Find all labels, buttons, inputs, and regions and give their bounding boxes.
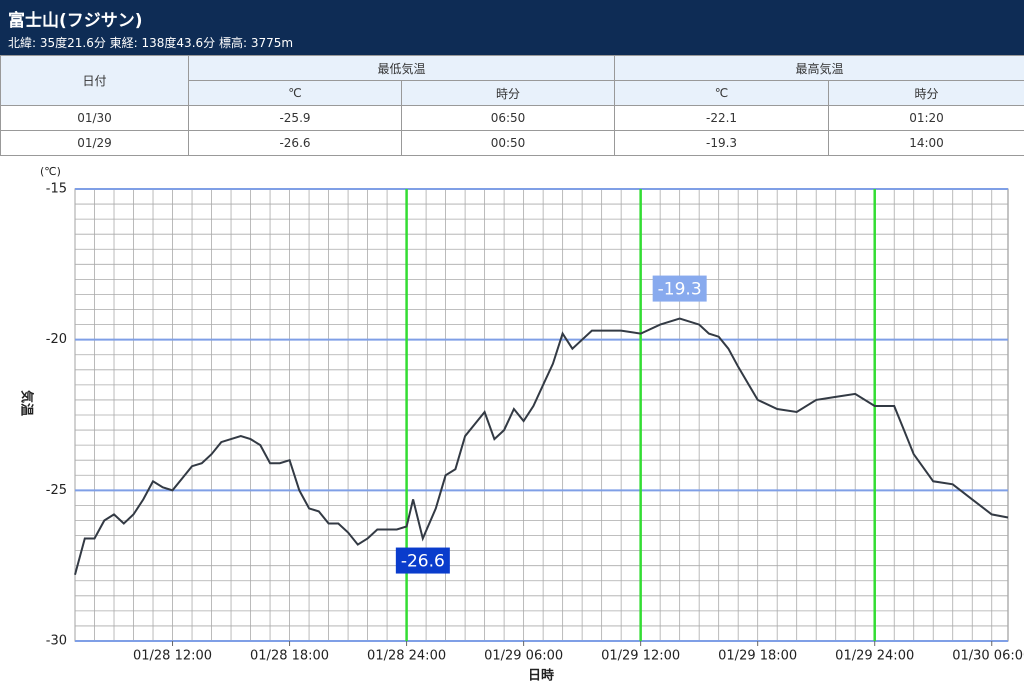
x-tick-label: 01/28 12:00 xyxy=(133,649,212,664)
x-tick-label: 01/29 18:00 xyxy=(718,649,797,664)
cell: 01:20 xyxy=(828,105,1024,131)
header-cell: 時分 xyxy=(828,80,1024,106)
cell: 06:50 xyxy=(400,105,616,131)
y-unit: (℃) xyxy=(40,165,61,178)
header-cell: 最低気温 xyxy=(187,55,616,81)
annotation-label: -19.3 xyxy=(658,280,702,300)
cell: -19.3 xyxy=(614,130,830,156)
x-tick-label: 01/28 18:00 xyxy=(250,649,329,664)
header-cell: 時分 xyxy=(400,80,616,106)
cell: 01/29 xyxy=(0,130,189,156)
station-info: 北緯: 35度21.6分 東経: 138度43.6分 標高: 3775m xyxy=(8,36,294,50)
header-cell: ℃ xyxy=(188,80,402,106)
x-tick-label: 01/29 24:00 xyxy=(835,649,914,664)
x-tick-label: 01/28 24:00 xyxy=(367,649,446,664)
temperature-line xyxy=(74,317,1009,575)
header-cell: 最高気温 xyxy=(614,55,1024,81)
chart: (℃) 気温 日時 -30 -25 -20 -15 01/28 12:00 01/28 1… xyxy=(19,165,1024,684)
cell: -25.9 xyxy=(188,105,402,131)
x-tick-label: 01/29 12:00 xyxy=(601,649,680,664)
header: 富士山(フジサン) 北緯: 35度21.6分 東経: 138度43.6分 標高:… xyxy=(0,0,1024,55)
cell: 14:00 xyxy=(828,130,1024,156)
header-cell: ℃ xyxy=(614,80,830,106)
y-tick-label: -15 xyxy=(46,182,67,197)
header-cell: 日付 xyxy=(0,55,189,106)
x-axis-label: 日時 xyxy=(528,668,554,684)
y-tick-label: -25 xyxy=(46,483,67,498)
y-tick-label: -30 xyxy=(46,634,67,649)
x-tick-label: 01/29 06:00 xyxy=(484,649,563,664)
y-axis-label: 気温 xyxy=(19,390,35,416)
cell: 01/30 xyxy=(0,105,189,131)
annotation-label: -26.6 xyxy=(401,552,445,572)
station-title: 富士山(フジサン) xyxy=(8,11,143,31)
y-tick-label: -20 xyxy=(46,332,67,347)
annotation-box xyxy=(652,275,707,302)
annotation-box xyxy=(395,547,450,574)
summary-table: 日付 最低気温 最高気温 ℃ 時分 ℃ 時分 01/30 -25.9 06:50 -22.1… xyxy=(0,55,1024,156)
cell: 00:50 xyxy=(400,130,616,156)
x-tick-label: 01/30 06:00 xyxy=(952,649,1024,664)
cell: -26.6 xyxy=(188,130,402,156)
cell: -22.1 xyxy=(614,105,830,131)
